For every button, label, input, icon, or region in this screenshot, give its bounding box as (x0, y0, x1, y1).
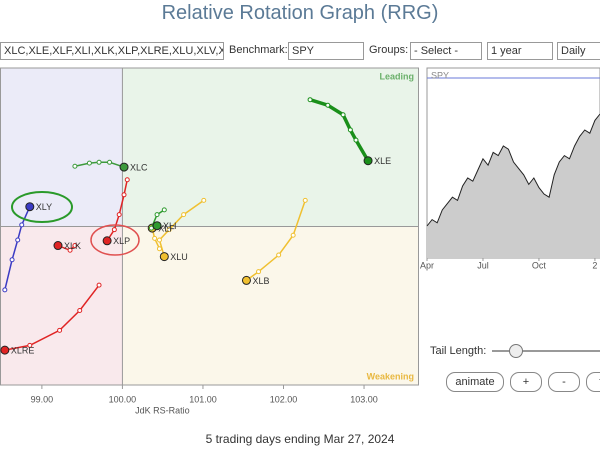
tail-point (111, 227, 117, 233)
series-label: XLC (130, 162, 148, 172)
series-label: XLK (64, 241, 81, 251)
x-tick-label: 99.00 (31, 394, 54, 404)
tail-point (19, 222, 25, 228)
highlight (90, 224, 140, 256)
head-marker (159, 252, 169, 262)
tail-point (27, 342, 33, 348)
tail-point (57, 327, 63, 333)
series-label: XLY (36, 202, 52, 212)
head-marker (119, 162, 129, 172)
highlight (11, 191, 73, 223)
quadrant-weakening (122, 226, 418, 385)
tail (309, 98, 370, 162)
tail-point (181, 212, 187, 218)
x-tick-label: Jul (477, 260, 489, 270)
benchmark-label: Benchmark: (229, 44, 288, 56)
tail-point (307, 97, 313, 103)
symbols-input[interactable]: XLC,XLE,XLF,XLI,XLK,XLP,XLRE,XLU,XLV,XL (0, 42, 224, 60)
quadrant-label: Leading (379, 71, 414, 81)
head-marker (102, 236, 112, 246)
tail-point (290, 232, 296, 238)
x-tick-label: 102.00 (270, 394, 298, 404)
x-tick-label: Apr (420, 260, 434, 270)
groups-label: Groups: (369, 44, 409, 56)
tail-point (156, 237, 162, 243)
series-label: XLF (158, 223, 175, 233)
tail-point (72, 163, 78, 169)
x-tick-label: 100.00 (109, 394, 137, 404)
quadrant-label: Weakening (367, 371, 414, 381)
x-tick-label: 101.00 (189, 394, 217, 404)
head-marker (25, 202, 35, 212)
tail-point (107, 159, 113, 165)
tail-point (161, 207, 167, 213)
plus-button[interactable]: + (510, 372, 542, 392)
tail-point (2, 287, 8, 293)
tail-point (152, 235, 158, 241)
head-marker (0, 345, 10, 355)
tail-point (340, 112, 346, 118)
plot-border (0, 67, 419, 386)
x-tick-label: 2 (592, 260, 597, 270)
price-area (427, 114, 600, 258)
tail-point (9, 257, 15, 263)
tail-point (116, 212, 122, 218)
series-label: XLB (252, 276, 269, 286)
tail-point (325, 102, 331, 108)
x-axis-label: JdK RS-Ratio (135, 405, 190, 415)
tail-point (154, 212, 160, 218)
tail-point (276, 252, 282, 258)
tail-point (347, 127, 353, 133)
head-marker (241, 275, 251, 285)
tail-point (86, 160, 92, 166)
price-line (426, 113, 600, 227)
x-tick-label: 103.00 (350, 394, 378, 404)
series-label: XLRE (11, 346, 35, 356)
quadrant-leading (122, 68, 418, 227)
series-label: XLU (170, 252, 188, 262)
quadrant-improving (0, 68, 123, 227)
slider-track (492, 350, 600, 352)
slider-knob[interactable] (509, 344, 523, 358)
groups-select[interactable]: - Select - (410, 42, 482, 60)
x-tick-label: Oct (532, 260, 547, 270)
tail-point (166, 227, 172, 233)
interval-select[interactable]: Daily (557, 42, 600, 60)
tail-length-label: Tail Length: (430, 345, 487, 357)
tail-point (77, 308, 83, 314)
tail-point (156, 246, 162, 252)
tail-point (256, 269, 262, 275)
period-select[interactable]: 1 year (487, 42, 553, 60)
head-marker (363, 156, 373, 166)
series-label: XLE (374, 156, 391, 166)
head-marker (53, 241, 63, 251)
animate-button[interactable]: animate (446, 372, 504, 392)
tail-point (67, 247, 73, 253)
benchmark-input[interactable]: SPY (288, 42, 364, 60)
title: Relative Rotation Graph (RRG) (161, 2, 439, 24)
tail-point (124, 177, 130, 183)
price-symbol: SPY (431, 70, 449, 80)
tail-point (201, 197, 207, 203)
tail-point (72, 243, 78, 249)
series-label: XLP (113, 236, 130, 246)
tail-point (96, 282, 102, 288)
quadrant-lagging (0, 226, 123, 385)
fit-button[interactable]: fi (586, 372, 600, 392)
tail-point (96, 159, 102, 165)
tail-point (121, 192, 127, 198)
series-label: XLI (163, 221, 177, 231)
footer: 5 trading days ending Mar 27, 2024 (205, 432, 395, 446)
tail-point (15, 237, 21, 243)
tail-point (302, 197, 308, 203)
tail-point (353, 137, 359, 143)
minus-button[interactable]: - (548, 372, 580, 392)
head-marker (152, 221, 162, 231)
